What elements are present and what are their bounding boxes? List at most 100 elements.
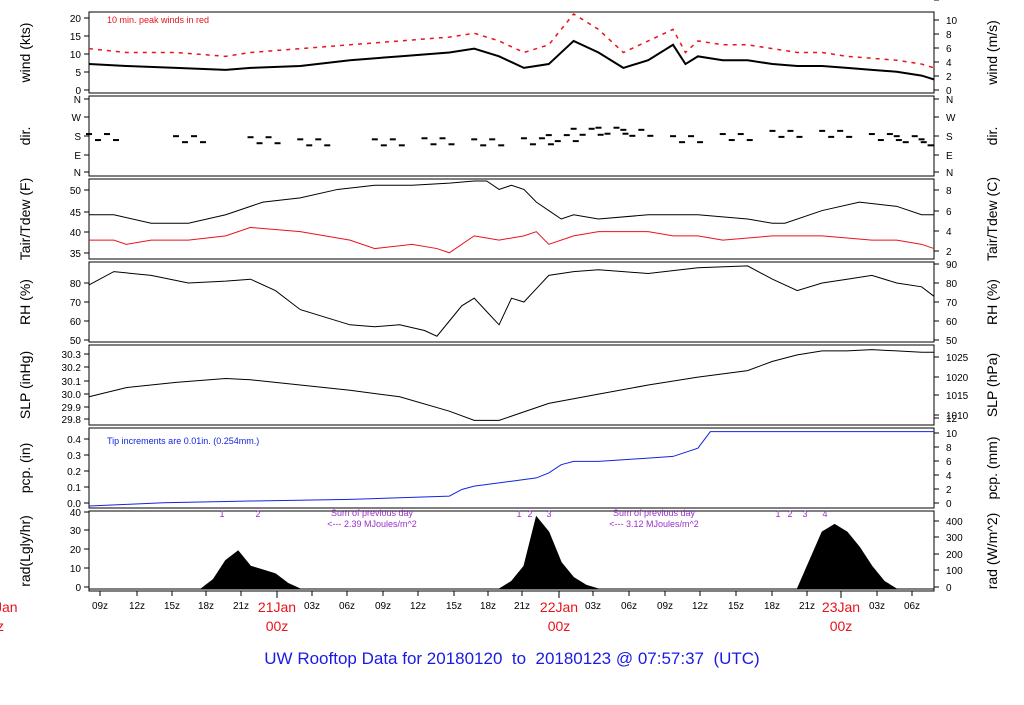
xtick-label: 03z	[869, 601, 885, 612]
ytick-label: 30.3	[62, 350, 82, 361]
ytick-right-label: 1020	[946, 373, 969, 384]
ytick-right-label: 80	[946, 279, 958, 290]
rad-marker-label: 2	[527, 509, 532, 519]
ytick-label: 50	[70, 336, 82, 347]
xtick-label: 18z	[480, 601, 496, 612]
rh-series-0	[88, 265, 935, 337]
rad-marker-label: 1	[219, 509, 224, 519]
ytick-label: 80	[70, 279, 82, 290]
day-label-date: 22Jan	[540, 599, 578, 615]
xtick-label: 15z	[164, 601, 180, 612]
temp-ylabel: Tair/Tdew (F)	[17, 178, 33, 260]
ytick-right-label: 10	[946, 16, 958, 27]
ytick-right-label: 4	[946, 227, 952, 238]
ytick-right-label: W	[946, 113, 956, 124]
day-label-date: 23Jan	[822, 599, 860, 615]
day-label-hour: 00z	[266, 618, 289, 634]
ytick-label: 5	[75, 68, 81, 79]
ytick-label: 45	[70, 208, 82, 219]
slp-series-0	[88, 349, 934, 421]
ytick-right-label: 2	[946, 485, 952, 496]
xtick-label: 06z	[904, 601, 920, 612]
rh-ylabel-right: RH (%)	[984, 279, 1000, 325]
rad-marker-label: 2	[255, 509, 260, 519]
ytick-label: 10	[70, 564, 82, 575]
day-label-date-partial: Jan	[0, 599, 18, 615]
ytick-label: 40	[70, 508, 82, 519]
ytick-label: 20	[70, 14, 82, 25]
temp-series-1	[89, 226, 935, 254]
day-label-hour-partial: z	[0, 618, 4, 634]
ytick-right-label: 2	[946, 247, 952, 258]
ytick-label: N	[74, 95, 81, 106]
wind-ylabel: wind (kts)	[17, 23, 33, 84]
ytick-right-label: 50	[946, 336, 958, 347]
ytick-right-label: 10	[946, 429, 958, 440]
xtick-label: 09z	[375, 601, 391, 612]
temp-series-0	[89, 180, 934, 224]
wind-series-0	[88, 39, 935, 81]
xtick-label: 09z	[92, 601, 108, 612]
xtick-label: 21z	[514, 601, 530, 612]
ytick-right-label: 70	[946, 298, 958, 309]
day-label-date: 21Jan	[258, 599, 296, 615]
pcp-ylabel: pcp. (in)	[17, 443, 33, 494]
wind-annotation: 10 min. peak winds in red	[107, 15, 209, 25]
ytick-right-label: 2	[946, 72, 952, 83]
ytick-label: 30.1	[62, 377, 82, 388]
ytick-label: 35	[70, 249, 82, 260]
ytick-right-label: 90	[946, 260, 958, 271]
xtick-label: 09z	[657, 601, 673, 612]
wind-panel-frame	[88, 11, 935, 94]
ytick-right-label: 12	[946, 414, 958, 425]
ytick-right-label: E	[946, 151, 953, 162]
ytick-label: W	[72, 113, 82, 124]
xtick-label: 18z	[764, 601, 780, 612]
rad-sum-annotation: <--- 2.39 MJoules/m^2	[327, 519, 417, 529]
ytick-label: 0	[75, 583, 81, 594]
slp-panel-frame	[88, 344, 935, 426]
ytick-right-label: 4	[946, 471, 952, 482]
xtick-label: 03z	[304, 601, 320, 612]
ytick-label: 30.0	[62, 390, 82, 401]
temp-panel-frame	[88, 178, 935, 260]
xtick-label: 15z	[728, 601, 744, 612]
slp-ylabel-right: SLP (hPa)	[984, 353, 1000, 417]
pcp-annotation: Tip increments are 0.01in. (0.254mm.)	[107, 436, 259, 446]
dir-ylabel-right: dir.	[984, 127, 1000, 146]
ytick-right-label: 300	[946, 533, 963, 544]
pcp-ylabel-right: pcp. (mm)	[984, 437, 1000, 500]
slp-ylabel: SLP (inHg)	[17, 351, 33, 419]
rad-marker-label: 2	[787, 509, 792, 519]
ytick-right-label: 100	[946, 566, 963, 577]
rad-sum-annotation: Sum of previous day	[613, 508, 696, 518]
rad-marker-label: 1	[775, 509, 780, 519]
wind-ylabel-right: wind (m/s)	[984, 20, 1000, 86]
ytick-right-label: 1010	[946, 411, 969, 422]
rad-area	[200, 515, 897, 590]
ytick-label: N	[74, 168, 81, 179]
ytick-right-label: S	[946, 132, 953, 143]
rh-panel-frame	[88, 261, 935, 343]
ytick-label: 10	[70, 50, 82, 61]
dir-panel-frame	[88, 95, 935, 177]
ytick-right-label: 6	[946, 44, 952, 55]
ytick-label: 29.8	[62, 415, 82, 426]
ytick-label: 50	[70, 186, 82, 197]
ytick-right-label: 4	[946, 58, 952, 69]
ytick-right-label: 6	[946, 457, 952, 468]
ytick-label: 30	[70, 526, 82, 537]
rad-marker-label: 3	[546, 509, 551, 519]
ytick-label: 0.1	[67, 483, 81, 494]
rad-ylabel-right: rad (W/m^2)	[984, 513, 1000, 590]
footer-title: UW Rooftop Data for 20180120 to 20180123…	[264, 649, 760, 668]
ytick-right-label: 1015	[946, 391, 969, 402]
xtick-label: 12z	[129, 601, 145, 612]
ytick-right-label: 8	[946, 30, 952, 41]
ytick-label: 0.4	[67, 435, 81, 446]
xtick-label: 12z	[410, 601, 426, 612]
dir-ylabel: dir.	[17, 127, 33, 146]
rad-ylabel: rad(Lgly/hr)	[17, 515, 33, 587]
ytick-right-label: 8	[946, 443, 952, 454]
